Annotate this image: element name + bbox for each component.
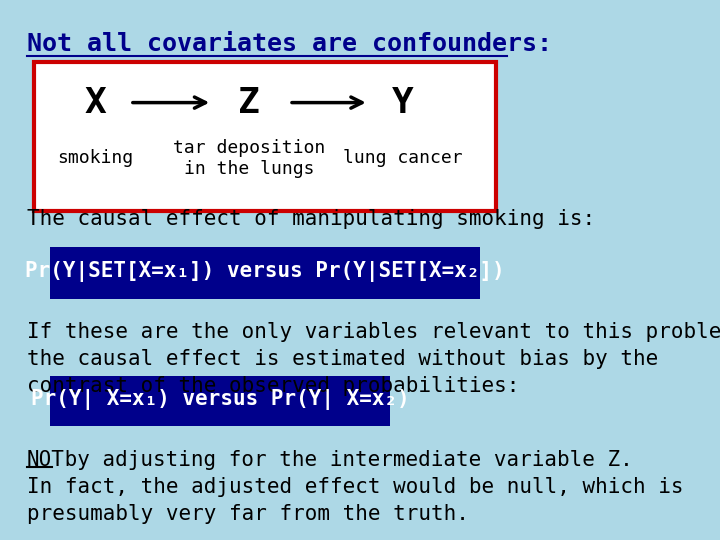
Text: contrast of the observed probabilities:: contrast of the observed probabilities: (27, 376, 519, 396)
Text: In fact, the adjusted effect would be null, which is: In fact, the adjusted effect would be nu… (27, 477, 683, 497)
Text: If these are the only variables relevant to this problem,: If these are the only variables relevant… (27, 322, 720, 342)
Text: by adjusting for the intermediate variable Z.: by adjusting for the intermediate variab… (52, 450, 633, 470)
Text: Not all covariates are confounders:: Not all covariates are confounders: (27, 32, 552, 56)
FancyBboxPatch shape (50, 376, 390, 426)
Text: The causal effect of manipulating smoking is:: The causal effect of manipulating smokin… (27, 208, 595, 229)
Text: presumably very far from the truth.: presumably very far from the truth. (27, 504, 469, 524)
FancyBboxPatch shape (35, 62, 496, 211)
Text: Z: Z (238, 86, 260, 119)
Text: NOT: NOT (27, 450, 64, 470)
Text: the causal effect is estimated without bias by the: the causal effect is estimated without b… (27, 349, 658, 369)
Text: Pr(Y|SET[X=x₁]) versus Pr(Y|SET[X=x₂]): Pr(Y|SET[X=x₁]) versus Pr(Y|SET[X=x₂]) (25, 261, 505, 282)
Text: lung cancer: lung cancer (343, 149, 463, 167)
Text: Y: Y (392, 86, 414, 119)
Text: Pr(Y| X=x₁) versus Pr(Y| X=x₂): Pr(Y| X=x₁) versus Pr(Y| X=x₂) (31, 389, 410, 410)
Text: X: X (85, 86, 107, 119)
FancyBboxPatch shape (50, 247, 480, 299)
Text: tar deposition
in the lungs: tar deposition in the lungs (174, 139, 325, 178)
Text: smoking: smoking (58, 149, 133, 167)
